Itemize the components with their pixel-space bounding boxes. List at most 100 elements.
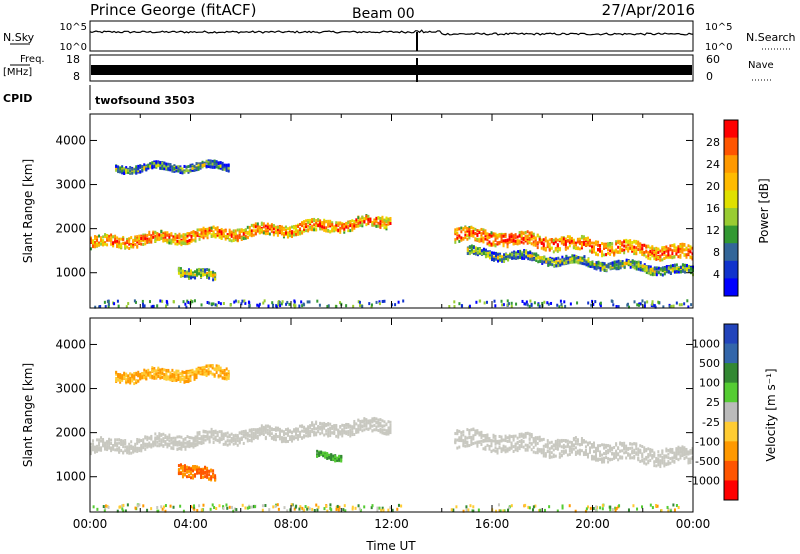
velocity-pixel	[661, 449, 664, 453]
power-pixel	[522, 236, 525, 240]
velocity-pixel	[168, 439, 171, 443]
power-pixel	[591, 261, 594, 265]
velocity-pixel	[687, 452, 690, 456]
velocity-pixel	[373, 428, 376, 432]
velocity-pixel	[215, 364, 218, 368]
power-pixel	[327, 224, 330, 228]
power-pixel	[179, 169, 182, 173]
velocity-pixel	[126, 451, 129, 455]
power-pixel	[576, 240, 579, 244]
velocity-pixel	[484, 437, 487, 441]
power-pixel	[191, 163, 194, 167]
velocity-pixel	[643, 460, 646, 464]
power-pixel	[375, 218, 378, 222]
velocity-pixel	[359, 423, 362, 427]
station-title: Prince George (fitACF)	[90, 1, 256, 19]
velocity-pixel	[633, 455, 636, 459]
velocity-pixel	[224, 442, 227, 446]
power-pixel	[315, 221, 318, 225]
velocity-pixel	[168, 435, 171, 439]
velocity-pixel	[472, 427, 475, 431]
power-pixel	[683, 267, 686, 271]
velocity-pixel	[173, 371, 176, 375]
power-pixel	[204, 270, 207, 274]
power-pixel	[387, 222, 390, 226]
power-pixel	[586, 236, 589, 240]
velocity-pixel	[218, 430, 221, 434]
power-pixel	[295, 226, 298, 230]
velocity-pixel	[165, 371, 168, 375]
velocity-pixel	[361, 419, 364, 423]
power-pixel	[680, 303, 683, 307]
power-pixel	[208, 231, 211, 235]
velocity-pixel	[679, 454, 682, 458]
velocity-pixel	[202, 434, 205, 438]
power-pixel	[286, 234, 289, 238]
power-pixel	[619, 242, 622, 246]
power-pixel	[677, 268, 680, 272]
power-pixel	[385, 217, 388, 221]
power-pixel	[470, 234, 473, 238]
power-pixel	[609, 252, 612, 256]
velocity-pixel	[677, 458, 680, 462]
velocity-pixel	[250, 432, 253, 436]
velocity-pixel	[183, 380, 186, 384]
power-pixel	[343, 225, 346, 229]
velocity-pixel	[671, 456, 674, 460]
velocity-pixel	[112, 446, 115, 450]
power-pixel	[220, 230, 223, 234]
velocity-pixel	[389, 423, 392, 427]
power-pixel	[599, 249, 602, 253]
velocity-pixel	[309, 432, 312, 436]
power-pixel	[512, 242, 515, 246]
velocity-pixel	[458, 445, 461, 449]
velocity-pixel	[274, 426, 277, 430]
power-pixel	[205, 164, 208, 168]
power-pixel	[280, 227, 283, 231]
velocity-pixel	[232, 434, 235, 438]
velocity-pixel	[631, 446, 634, 450]
velocity-pixel	[280, 438, 283, 442]
power-pixel	[190, 299, 193, 303]
power-pixel	[146, 237, 149, 241]
power-pixel	[103, 300, 106, 304]
power-pixel	[159, 161, 162, 165]
y-tick-label: 2000	[55, 222, 86, 236]
power-pixel	[492, 240, 495, 244]
power-pixel	[315, 219, 318, 223]
power-pixel	[267, 304, 270, 308]
velocity-pixel	[166, 442, 169, 446]
velocity-pixel	[607, 460, 610, 464]
power-pixel	[319, 227, 322, 231]
velocity-pixel	[645, 455, 648, 459]
power-pixel	[150, 235, 153, 239]
velocity-pixel	[506, 436, 509, 440]
power-pixel	[557, 256, 560, 260]
power-pixel	[132, 245, 135, 249]
power-pixel	[629, 239, 632, 243]
power-pixel	[460, 226, 463, 230]
velocity-pixel	[169, 371, 172, 375]
power-pixel	[252, 224, 255, 228]
power-pixel	[227, 166, 230, 170]
velocity-pixel	[675, 447, 678, 451]
velocity-pixel	[494, 440, 497, 444]
power-pixel	[497, 255, 500, 259]
power-pixel	[619, 247, 622, 251]
velocity-pixel	[522, 434, 525, 438]
velocity-pixel	[462, 440, 465, 444]
velocity-pixel	[504, 450, 507, 454]
power-pixel	[551, 258, 554, 262]
power-pixel	[256, 222, 259, 226]
power-pixel	[653, 270, 656, 274]
power-pixel	[190, 237, 193, 241]
power-pixel	[679, 255, 682, 259]
power-pixel	[351, 228, 354, 232]
velocity-pixel	[554, 454, 557, 458]
velocity-pixel	[522, 445, 525, 449]
power-pixel	[496, 233, 499, 237]
velocity-pixel	[347, 430, 350, 434]
power-pixel	[155, 160, 158, 164]
power-pixel	[520, 234, 523, 238]
power-pixel	[506, 303, 509, 307]
